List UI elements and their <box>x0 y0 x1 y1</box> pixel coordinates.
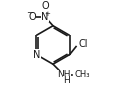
Text: CH₃: CH₃ <box>74 70 89 79</box>
Text: NH: NH <box>56 70 69 79</box>
Text: +: + <box>44 11 49 17</box>
Text: −: − <box>26 8 33 17</box>
Text: H: H <box>63 76 69 85</box>
Text: N: N <box>41 12 48 22</box>
Text: O: O <box>28 12 36 22</box>
Text: O: O <box>41 1 48 11</box>
Text: N: N <box>32 50 40 60</box>
Text: Cl: Cl <box>78 39 87 49</box>
